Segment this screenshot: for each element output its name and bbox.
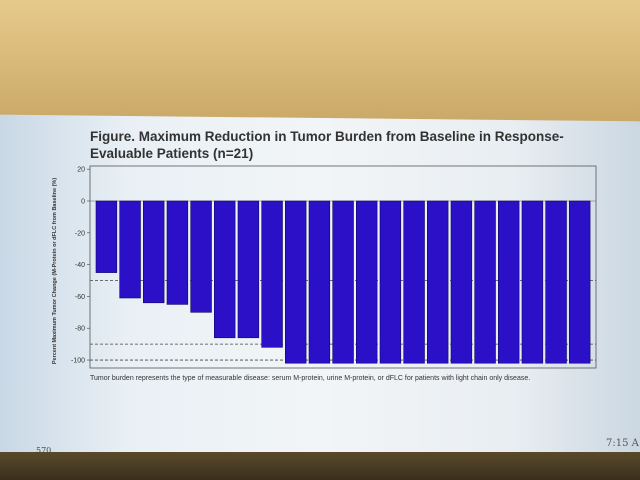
bar-19 bbox=[521, 200, 544, 364]
bar-8 bbox=[261, 200, 283, 348]
bar-15 bbox=[426, 200, 449, 364]
bar-4 bbox=[166, 200, 189, 305]
bar-2 bbox=[119, 200, 141, 299]
y-tick-label-1: 0 bbox=[81, 198, 85, 205]
floor-edge bbox=[0, 452, 640, 480]
bar-7 bbox=[237, 200, 260, 339]
bar-12 bbox=[355, 200, 378, 364]
bar-1 bbox=[95, 200, 118, 273]
bar-10 bbox=[308, 200, 331, 364]
bar-21 bbox=[568, 200, 591, 364]
bar-5 bbox=[190, 200, 212, 313]
bar-20 bbox=[545, 200, 567, 364]
bar-6 bbox=[214, 200, 236, 339]
bar-18 bbox=[497, 200, 520, 364]
bar-3 bbox=[143, 200, 165, 304]
y-ticks: 20 0 -20 -40 -60 -80 -100 bbox=[71, 167, 90, 365]
chart-title: Figure. Maximum Reduction in Tumor Burde… bbox=[90, 129, 564, 161]
bar-16 bbox=[450, 200, 473, 364]
bar-14 bbox=[403, 200, 425, 364]
bar-13 bbox=[379, 200, 402, 364]
bars bbox=[95, 200, 591, 364]
plot-frame bbox=[89, 165, 597, 369]
y-tick-label-5: -80 bbox=[75, 326, 85, 333]
slide-number: 570 bbox=[36, 446, 52, 455]
time-stamp: 7:15 A bbox=[606, 438, 639, 449]
chart-footnote: Tumor burden represents the type of meas… bbox=[90, 375, 531, 382]
y-tick-label-6: -100 bbox=[71, 358, 85, 365]
bar-17 bbox=[474, 200, 496, 364]
bar-11 bbox=[332, 200, 354, 364]
y-tick-label-2: -20 bbox=[75, 230, 85, 237]
y-tick-label-4: -60 bbox=[75, 294, 85, 301]
bar-9 bbox=[284, 200, 307, 364]
wall-background bbox=[0, 0, 640, 122]
y-tick-label-0: 20 bbox=[77, 167, 85, 174]
y-tick-label-3: -40 bbox=[75, 262, 85, 269]
